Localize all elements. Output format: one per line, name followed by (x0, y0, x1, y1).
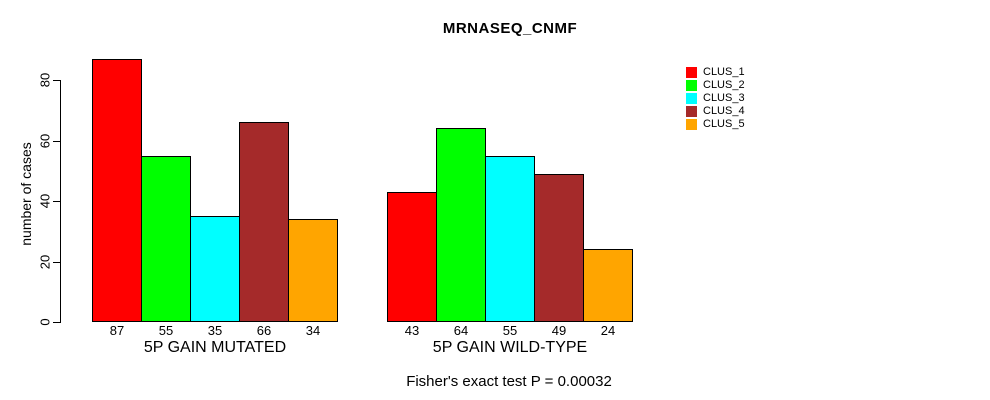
y-axis-tick (53, 80, 60, 81)
legend-label: CLUS_2 (703, 79, 745, 91)
bar-value-label: 55 (502, 323, 518, 338)
bar-value-label: 34 (305, 323, 321, 338)
stat-test-footer: Fisher's exact test P = 0.00032 (406, 373, 612, 390)
legend-swatch (686, 119, 697, 130)
y-axis-tick-label: 20 (37, 254, 53, 269)
legend-swatch (686, 67, 697, 78)
bar-value-label: 35 (207, 323, 223, 338)
bar-value-label: 66 (256, 323, 272, 338)
bar-value-label: 24 (600, 323, 616, 338)
bar-clus_2 (436, 128, 486, 322)
y-axis-tick-label: 80 (37, 72, 53, 88)
y-axis-tick (53, 140, 60, 142)
group-label: 5P GAIN WILD-TYPE (432, 339, 588, 356)
y-axis-tick-label: 60 (37, 133, 53, 148)
legend-item: CLUS_4 (686, 105, 745, 118)
y-axis-tick-label: 40 (37, 193, 53, 209)
legend-swatch (686, 93, 697, 104)
bar-clus_1 (387, 192, 437, 322)
bar-value-label: 43 (404, 323, 420, 338)
legend-label: CLUS_1 (703, 66, 745, 78)
bar-clus_3 (190, 216, 240, 322)
legend-label: CLUS_3 (703, 92, 745, 104)
bar-clus_5 (583, 249, 633, 322)
y-axis-tick (53, 201, 60, 202)
bar-value-label: 64 (453, 323, 469, 338)
y-axis-line (60, 80, 61, 323)
bar-clus_2 (141, 156, 191, 322)
bar-value-label: 87 (109, 323, 125, 338)
bar-value-label: 49 (551, 323, 567, 338)
legend-item: CLUS_5 (686, 118, 745, 131)
bar-clus_4 (239, 122, 289, 322)
bar-value-label: 55 (158, 323, 174, 338)
y-axis-tick (53, 261, 60, 263)
legend-swatch (686, 80, 697, 91)
y-axis-tick-label: 0 (37, 318, 53, 326)
bar-clus_5 (288, 219, 338, 322)
bar-clus_1 (92, 59, 142, 322)
legend-label: CLUS_4 (703, 105, 745, 117)
y-axis-tick (53, 322, 60, 323)
legend-item: CLUS_3 (686, 92, 745, 105)
group-label: 5P GAIN MUTATED (143, 339, 287, 356)
y-axis-label: number of cases (18, 142, 34, 246)
legend-swatch (686, 106, 697, 117)
chart-title: MRNASEQ_CNMF (442, 20, 578, 37)
bar-clus_4 (534, 174, 584, 322)
legend-label: CLUS_5 (703, 118, 745, 130)
bar-clus_3 (485, 156, 535, 322)
legend-item: CLUS_2 (686, 79, 745, 92)
legend: CLUS_1 CLUS_2 CLUS_3 CLUS_4 CLUS_5 (686, 66, 745, 131)
legend-item: CLUS_1 (686, 66, 745, 79)
